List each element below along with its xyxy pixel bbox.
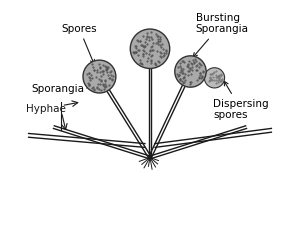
Text: Dispersing
spores: Dispersing spores — [213, 81, 269, 120]
Text: Spores: Spores — [61, 24, 97, 64]
Circle shape — [175, 56, 206, 87]
Text: Hyphae: Hyphae — [26, 104, 66, 114]
Circle shape — [130, 29, 170, 68]
Text: Sporangia: Sporangia — [31, 84, 91, 94]
Circle shape — [83, 60, 116, 93]
Circle shape — [204, 68, 225, 88]
Text: Bursting
Sporangia: Bursting Sporangia — [193, 13, 248, 57]
